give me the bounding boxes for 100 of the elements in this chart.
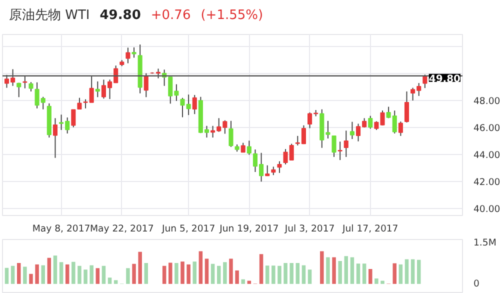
bar <box>90 265 94 284</box>
bar <box>108 278 112 284</box>
candlestick <box>192 94 197 115</box>
candlestick <box>95 80 100 98</box>
y-tick-label: 1.5M <box>474 238 496 248</box>
candlestick <box>398 121 403 136</box>
bar <box>41 265 45 284</box>
ref-line-label: 49.80 <box>428 74 461 85</box>
candlestick <box>277 160 282 174</box>
x-tick-label: May 8, 2017 <box>32 224 90 234</box>
bar <box>259 254 264 284</box>
bar <box>102 266 106 284</box>
candlestick <box>126 47 130 64</box>
bar <box>284 262 288 284</box>
candlestick <box>28 82 34 92</box>
bar <box>404 259 409 284</box>
bar <box>47 258 52 284</box>
bar <box>144 262 148 284</box>
bar <box>53 256 58 284</box>
candlestick <box>71 109 76 128</box>
candlestick <box>16 82 22 98</box>
bar <box>114 280 118 284</box>
y-tick-label: 46.00 <box>474 122 500 134</box>
bar <box>16 262 21 284</box>
text: 49.80 <box>100 8 141 23</box>
bar <box>229 258 233 284</box>
bar <box>4 268 9 284</box>
y-tick-label: 40.00 <box>474 204 500 216</box>
bar <box>332 257 336 284</box>
bar <box>78 266 82 284</box>
bar <box>290 262 294 284</box>
candlestick <box>246 140 252 156</box>
bar <box>84 270 88 284</box>
bar <box>132 264 136 284</box>
x-tick-label: Jun 19, 2017 <box>218 224 279 234</box>
y-tick-label: 0 <box>474 278 480 290</box>
bar <box>65 264 70 284</box>
bar <box>302 265 306 284</box>
chart-title: 原油先物 WTI <box>9 8 90 23</box>
candlestick <box>240 142 246 153</box>
bar <box>162 266 166 284</box>
candlestick <box>22 75 28 89</box>
x-tick-label: Jul 3, 2017 <box>284 224 335 234</box>
text: (+1.55%) <box>200 8 264 23</box>
candlestick <box>132 46 136 58</box>
bar <box>235 270 239 284</box>
bar <box>223 262 227 284</box>
y-tick-label: 44.00 <box>474 150 500 161</box>
bar <box>35 264 39 284</box>
bar <box>192 262 196 284</box>
bar <box>296 262 300 284</box>
bar <box>29 274 33 284</box>
bar <box>320 251 324 284</box>
text: +0.76 <box>150 8 191 23</box>
bar <box>374 278 378 284</box>
bar <box>350 257 354 284</box>
bar <box>272 266 276 284</box>
bar <box>10 266 15 284</box>
candlestick <box>338 141 342 161</box>
candlestick <box>52 118 58 158</box>
bar <box>216 266 221 284</box>
bar <box>210 264 215 284</box>
bar <box>138 252 142 284</box>
candlestick <box>144 72 148 98</box>
bar <box>96 268 100 284</box>
bar <box>338 260 342 284</box>
bar <box>398 264 403 284</box>
bar <box>180 262 184 284</box>
bar <box>23 266 27 284</box>
candlestick <box>344 130 348 158</box>
bar <box>278 266 282 284</box>
bar <box>198 251 203 284</box>
x-tick-label: Jul 17, 2017 <box>342 224 398 234</box>
bar <box>416 260 421 284</box>
bar <box>126 268 130 284</box>
y-tick-label: 48.00 <box>474 96 500 107</box>
bar <box>344 256 348 284</box>
candlestick <box>404 90 410 123</box>
candlestick <box>350 121 354 140</box>
x-tick-label: May 22, 2017 <box>90 224 154 234</box>
bar <box>326 257 330 284</box>
bar <box>356 264 360 284</box>
bar <box>380 280 384 284</box>
bar <box>392 263 396 284</box>
bar <box>59 262 64 284</box>
candlestick <box>368 115 373 130</box>
candlestick <box>77 97 82 110</box>
x-tick-label: Jun 5, 2017 <box>160 224 216 234</box>
bar <box>265 266 270 284</box>
candlestick <box>332 135 336 158</box>
candlestick <box>228 120 234 148</box>
candlestick <box>156 68 161 79</box>
bar <box>186 264 190 284</box>
bar <box>174 262 178 284</box>
y-tick-label: 42.00 <box>474 177 500 188</box>
bar <box>368 269 372 284</box>
bar <box>410 259 415 284</box>
bar <box>204 258 209 284</box>
bar <box>241 279 245 284</box>
bar <box>72 262 76 284</box>
